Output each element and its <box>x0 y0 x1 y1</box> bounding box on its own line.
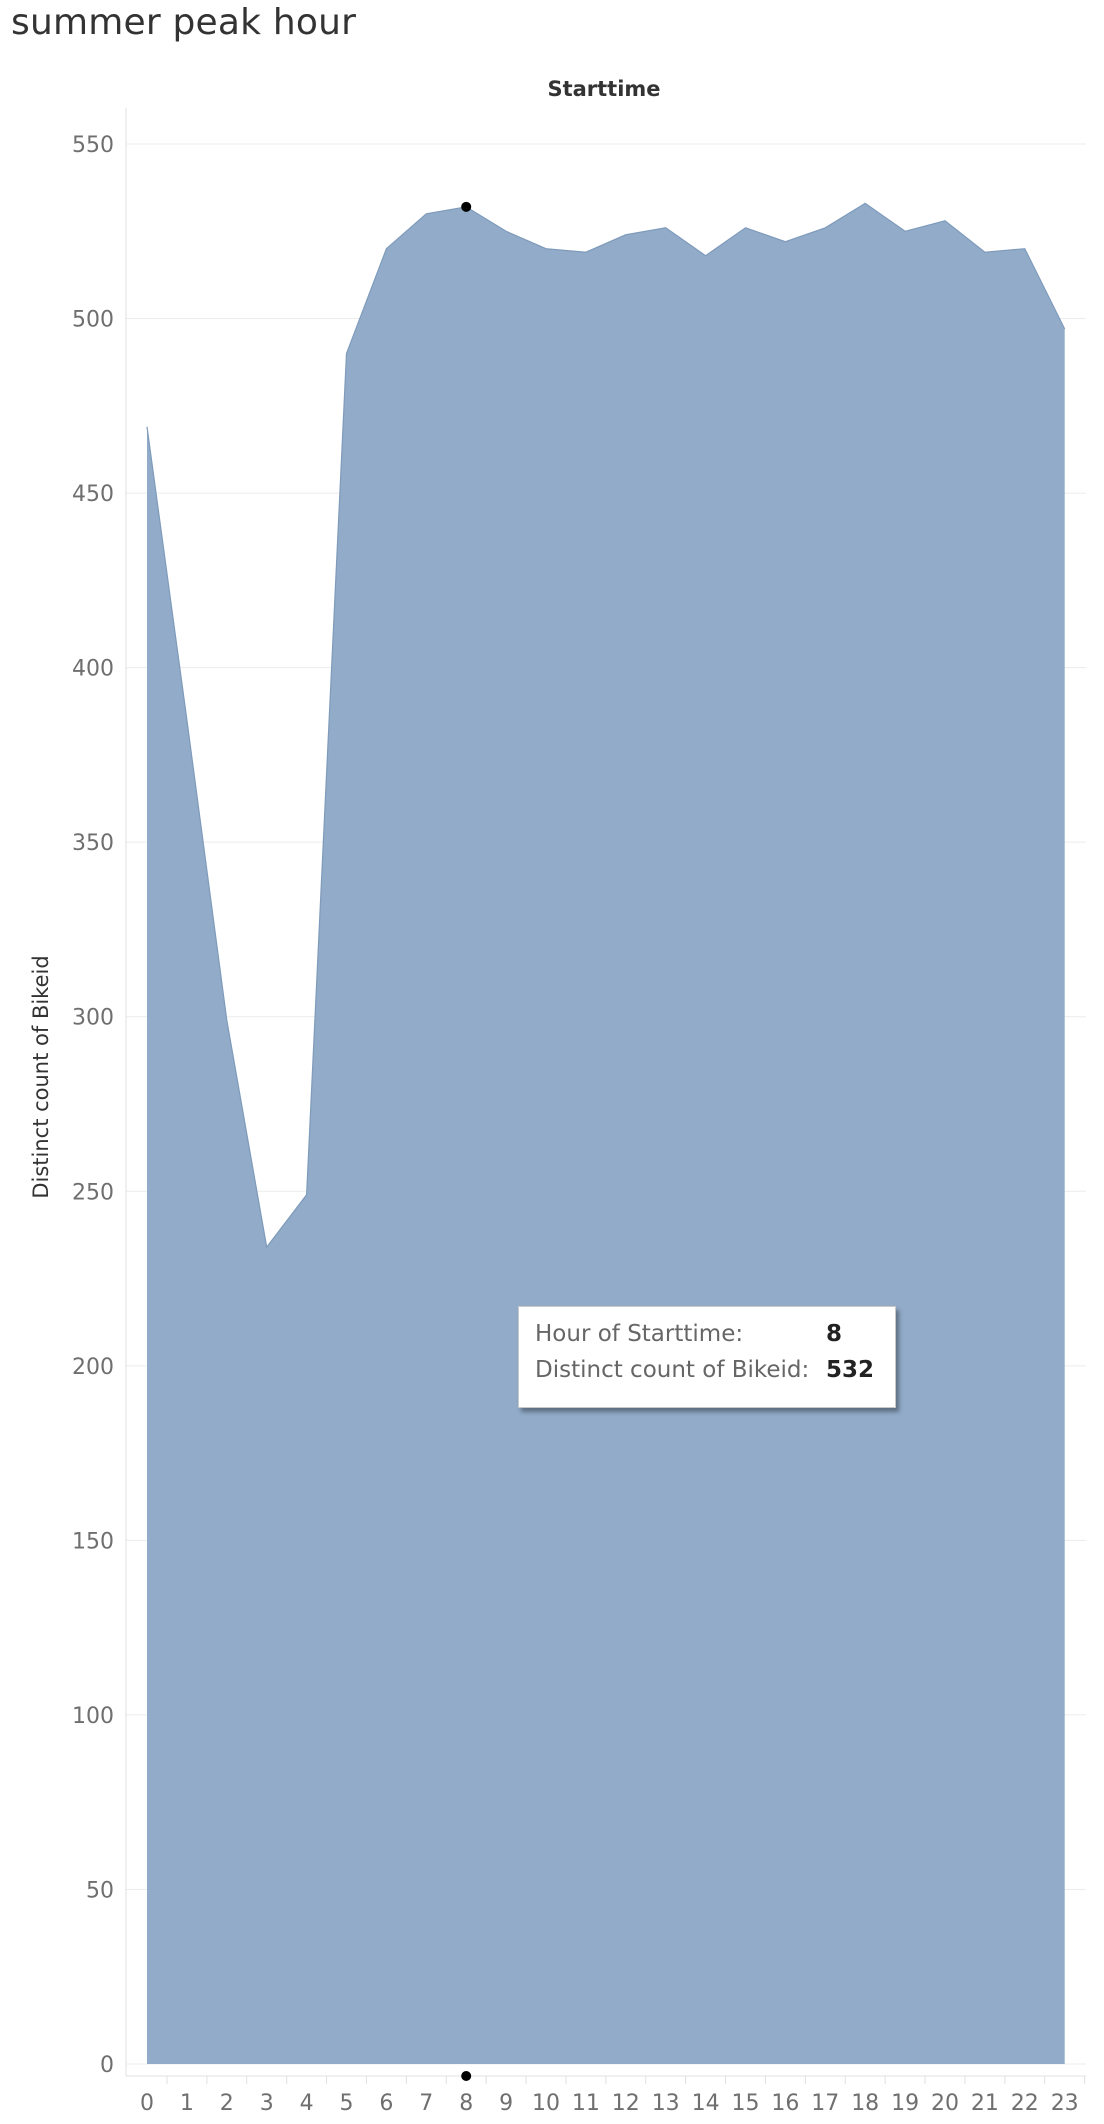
y-tick-label-450: 450 <box>72 482 114 507</box>
y-tick-label-250: 250 <box>72 1180 114 1205</box>
x-tick-label-21: 21 <box>971 2091 999 2116</box>
data-point-12 <box>623 232 629 238</box>
x-tick-label-6: 6 <box>379 2091 393 2116</box>
data-point-20 <box>942 218 948 224</box>
x-axis-ticks: 0 1 2 3 4 5 6 7 8 9 10 11 12 13 14 15 16 17 18 19 20 21 22 23 <box>140 2076 1086 2116</box>
y-tick-label-500: 500 <box>72 308 114 333</box>
x-tick-label-1: 1 <box>180 2091 194 2116</box>
y-tick-label-150: 150 <box>72 1529 114 1554</box>
tooltip-hour-value: 8 <box>826 1321 843 1347</box>
highlight-markers <box>461 201 472 2081</box>
column-header: Starttime <box>547 77 660 101</box>
y-tick-label-0: 0 <box>100 2053 114 2078</box>
tooltip: Hour of Starttime: 8 Distinct count of B… <box>518 1306 896 1408</box>
x-tick-label-18: 18 <box>851 2091 879 2116</box>
data-point-1 <box>184 717 190 723</box>
data-point-5 <box>344 350 350 356</box>
y-axis-ticks: 0 50 100 150 200 250 300 350 400 450 500 550 <box>72 133 114 2078</box>
data-point-11 <box>583 249 589 255</box>
data-point-9 <box>503 228 509 234</box>
series-line <box>146 202 1066 1249</box>
data-point-10 <box>543 246 549 252</box>
y-tick-label-200: 200 <box>72 1355 114 1380</box>
data-point-22 <box>1022 246 1028 252</box>
x-tick-label-8: 8 <box>459 2091 473 2116</box>
highlight-point-axis <box>461 2071 472 2081</box>
x-tick-label-0: 0 <box>140 2091 154 2116</box>
page-title: summer peak hour <box>11 2 357 43</box>
x-tick-label-16: 16 <box>771 2091 799 2116</box>
y-tick-label-350: 350 <box>72 831 114 856</box>
data-point-16 <box>782 239 788 245</box>
data-point-4 <box>304 1192 310 1198</box>
x-tick-label-2: 2 <box>220 2091 234 2116</box>
x-tick-label-7: 7 <box>419 2091 433 2116</box>
y-tick-label-550: 550 <box>72 133 114 158</box>
x-tick-label-4: 4 <box>300 2091 314 2116</box>
x-tick-label-13: 13 <box>652 2091 680 2116</box>
x-tick-label-14: 14 <box>692 2091 720 2116</box>
x-tick-label-12: 12 <box>612 2091 640 2116</box>
x-tick-label-5: 5 <box>340 2091 354 2116</box>
data-point-6 <box>383 246 389 252</box>
data-point-21 <box>982 249 988 255</box>
data-point-17 <box>822 225 828 231</box>
x-tick-label-9: 9 <box>499 2091 513 2116</box>
x-tick-label-15: 15 <box>732 2091 760 2116</box>
x-tick-label-20: 20 <box>931 2091 959 2116</box>
y-tick-label-300: 300 <box>72 1006 114 1031</box>
data-point-18 <box>862 200 868 206</box>
area-fill <box>147 203 1065 2064</box>
data-point-19 <box>902 228 908 234</box>
data-point-14 <box>703 253 709 259</box>
data-point-3 <box>264 1244 270 1250</box>
x-tick-label-19: 19 <box>891 2091 919 2116</box>
x-tick-label-3: 3 <box>260 2091 274 2116</box>
data-point-2 <box>224 1017 230 1023</box>
y-tick-label-100: 100 <box>72 1704 114 1729</box>
x-tick-label-17: 17 <box>811 2091 839 2116</box>
y-tick-label-50: 50 <box>86 1878 114 1903</box>
tooltip-count-value: 532 <box>826 1357 875 1383</box>
x-tick-label-22: 22 <box>1011 2091 1039 2116</box>
x-tick-label-11: 11 <box>572 2091 600 2116</box>
tooltip-count-label: Distinct count of Bikeid: <box>535 1357 810 1383</box>
y-axis-title: Distinct count of Bikeid <box>29 955 53 1198</box>
tooltip-hour-label: Hour of Starttime: <box>535 1321 744 1347</box>
data-point-23 <box>1062 326 1068 332</box>
data-point-13 <box>663 225 669 231</box>
x-tick-label-10: 10 <box>532 2091 560 2116</box>
area-series <box>144 200 1068 2064</box>
data-point-0 <box>144 424 150 430</box>
data-point-7 <box>423 211 429 217</box>
highlight-point-top <box>461 201 472 212</box>
data-point-15 <box>743 225 749 231</box>
y-tick-label-400: 400 <box>72 657 114 682</box>
x-tick-label-23: 23 <box>1051 2091 1079 2116</box>
